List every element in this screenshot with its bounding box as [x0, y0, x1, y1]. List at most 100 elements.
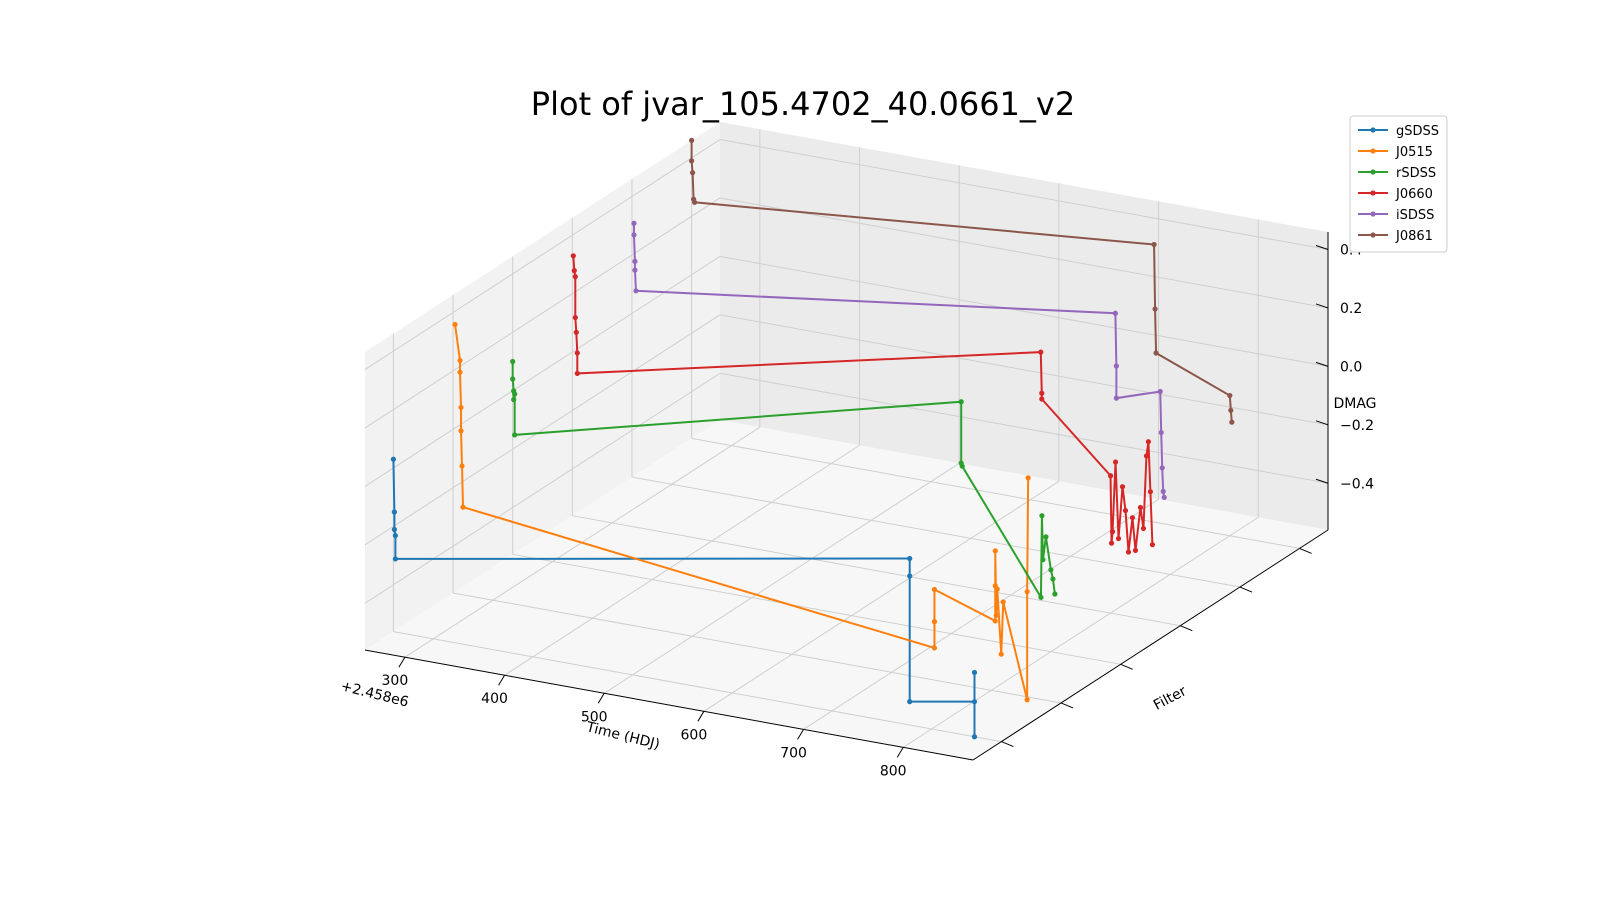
- data-point-gSDSS: [392, 532, 398, 539]
- data-point-J0660: [1149, 542, 1156, 548]
- z-tick-label: 0.2: [1340, 301, 1362, 317]
- grid-line-dmag: [364, 314, 721, 546]
- data-point-J0660: [574, 350, 580, 356]
- axes-panes: [365, 122, 1328, 760]
- data-point-gSDSS: [907, 573, 913, 579]
- grid-line-dmag: [719, 197, 1329, 309]
- data-point-gSDSS: [971, 699, 978, 705]
- data-point-rSDSS: [959, 463, 965, 469]
- data-point-J0515: [452, 321, 458, 328]
- data-point-rSDSS: [1043, 534, 1049, 540]
- data-point-J0660: [1108, 540, 1115, 546]
- data-point-J0660: [1140, 525, 1147, 532]
- legend-swatch-marker: [1370, 148, 1376, 154]
- data-point-iSDSS: [1113, 363, 1119, 369]
- filter-axis-line: [972, 529, 1329, 761]
- data-point-rSDSS: [510, 358, 516, 365]
- data-point-gSDSS: [907, 555, 913, 562]
- grid-line-filter: [393, 631, 1002, 743]
- z-axis-label: DMAG: [1333, 396, 1376, 412]
- data-point-J0515: [457, 357, 463, 364]
- data-point-J0660: [572, 274, 578, 280]
- data-point-iSDSS: [631, 232, 637, 238]
- data-point-rSDSS: [1040, 557, 1046, 563]
- data-point-rSDSS: [512, 391, 518, 397]
- legend-entry-rSDSS: rSDSS: [1396, 166, 1436, 181]
- z-tick-mark: [1315, 420, 1329, 426]
- data-point-gSDSS: [971, 734, 978, 740]
- z-tick-mark: [1315, 361, 1329, 367]
- data-point-J0861: [1228, 407, 1234, 413]
- back-pane: [720, 122, 1328, 530]
- chart-title: Plot of jvar_105.4702_40.0661_v2: [531, 85, 1075, 123]
- data-point-J0660: [1038, 349, 1044, 355]
- data-point-J0515: [1024, 697, 1030, 703]
- z-tick-label: −0.4: [1340, 476, 1374, 492]
- data-point-iSDSS: [1157, 388, 1163, 395]
- data-point-J0660: [1107, 473, 1114, 479]
- series-layer: [390, 137, 1235, 740]
- left-pane: [365, 122, 720, 650]
- data-point-J0660: [574, 370, 580, 377]
- data-point-J0660: [1112, 459, 1119, 465]
- grid-line-dmag: [364, 197, 721, 429]
- x-tick-label: 700: [780, 745, 807, 761]
- grid-line-time: [703, 480, 1060, 712]
- floor-pane: [365, 420, 1328, 760]
- grid-line-dmag: [364, 372, 721, 604]
- filter-tick-mark: [1239, 586, 1253, 593]
- data-point-J0861: [1151, 241, 1157, 248]
- x-tick-label: 400: [481, 691, 508, 707]
- x-axis-line: [364, 649, 974, 761]
- data-point-J0660: [1122, 507, 1129, 514]
- legend-entry-gSDSS: gSDSS: [1396, 124, 1439, 139]
- data-point-iSDSS: [1113, 395, 1119, 401]
- legend-swatch-marker: [1370, 127, 1376, 133]
- data-point-J0660: [1129, 515, 1136, 521]
- data-point-J0861: [689, 158, 695, 164]
- data-point-gSDSS: [391, 509, 397, 515]
- data-point-J0660: [1137, 504, 1144, 511]
- x-tick-mark: [697, 711, 705, 722]
- legend-entry-J0660: J0660: [1395, 187, 1433, 202]
- data-point-J0515: [460, 504, 466, 510]
- data-point-J0660: [573, 329, 579, 335]
- z-tick-mark: [1315, 478, 1329, 484]
- filter-axis-label: Filter: [1151, 683, 1189, 714]
- data-point-rSDSS: [958, 399, 964, 405]
- data-point-J0861: [1229, 419, 1235, 425]
- filter-tick-mark: [1001, 741, 1014, 748]
- data-point-iSDSS: [633, 288, 639, 294]
- data-point-J0515: [992, 618, 998, 624]
- data-point-J0861: [691, 199, 698, 205]
- legend-entry-J0515: J0515: [1395, 145, 1433, 160]
- z-tick-mark: [1315, 245, 1329, 251]
- data-point-iSDSS: [1112, 310, 1118, 316]
- x-tick-mark: [498, 674, 505, 686]
- grid-line-dmag: [364, 255, 721, 487]
- legend: gSDSS J0515 rSDSS J0660 iSDSS J0861: [1349, 115, 1448, 253]
- data-point-rSDSS: [512, 432, 518, 438]
- data-point-iSDSS: [1161, 494, 1167, 500]
- x-tick-label: 600: [681, 727, 708, 743]
- data-point-J0861: [689, 170, 696, 176]
- data-point-J0861: [689, 137, 695, 143]
- data-point-gSDSS: [390, 456, 396, 462]
- data-point-J0660: [572, 314, 578, 321]
- grid-line-filter: [572, 515, 1181, 627]
- data-point-J0660: [1125, 549, 1132, 555]
- data-point-rSDSS: [1048, 567, 1054, 573]
- grid-line-filter: [691, 437, 1300, 549]
- data-point-rSDSS: [510, 376, 516, 382]
- legend-swatch-marker: [1370, 190, 1376, 196]
- data-point-rSDSS: [1039, 513, 1045, 519]
- data-point-J0660: [571, 268, 577, 274]
- data-point-J0515: [458, 428, 464, 434]
- grid-line-dmag: [719, 372, 1329, 484]
- data-point-gSDSS: [392, 556, 398, 562]
- data-point-J0660: [1145, 439, 1152, 445]
- data-point-J0515: [931, 619, 938, 625]
- data-point-J0515: [931, 645, 938, 651]
- legend-swatch-marker: [1370, 232, 1376, 238]
- x-tick-mark: [797, 729, 804, 740]
